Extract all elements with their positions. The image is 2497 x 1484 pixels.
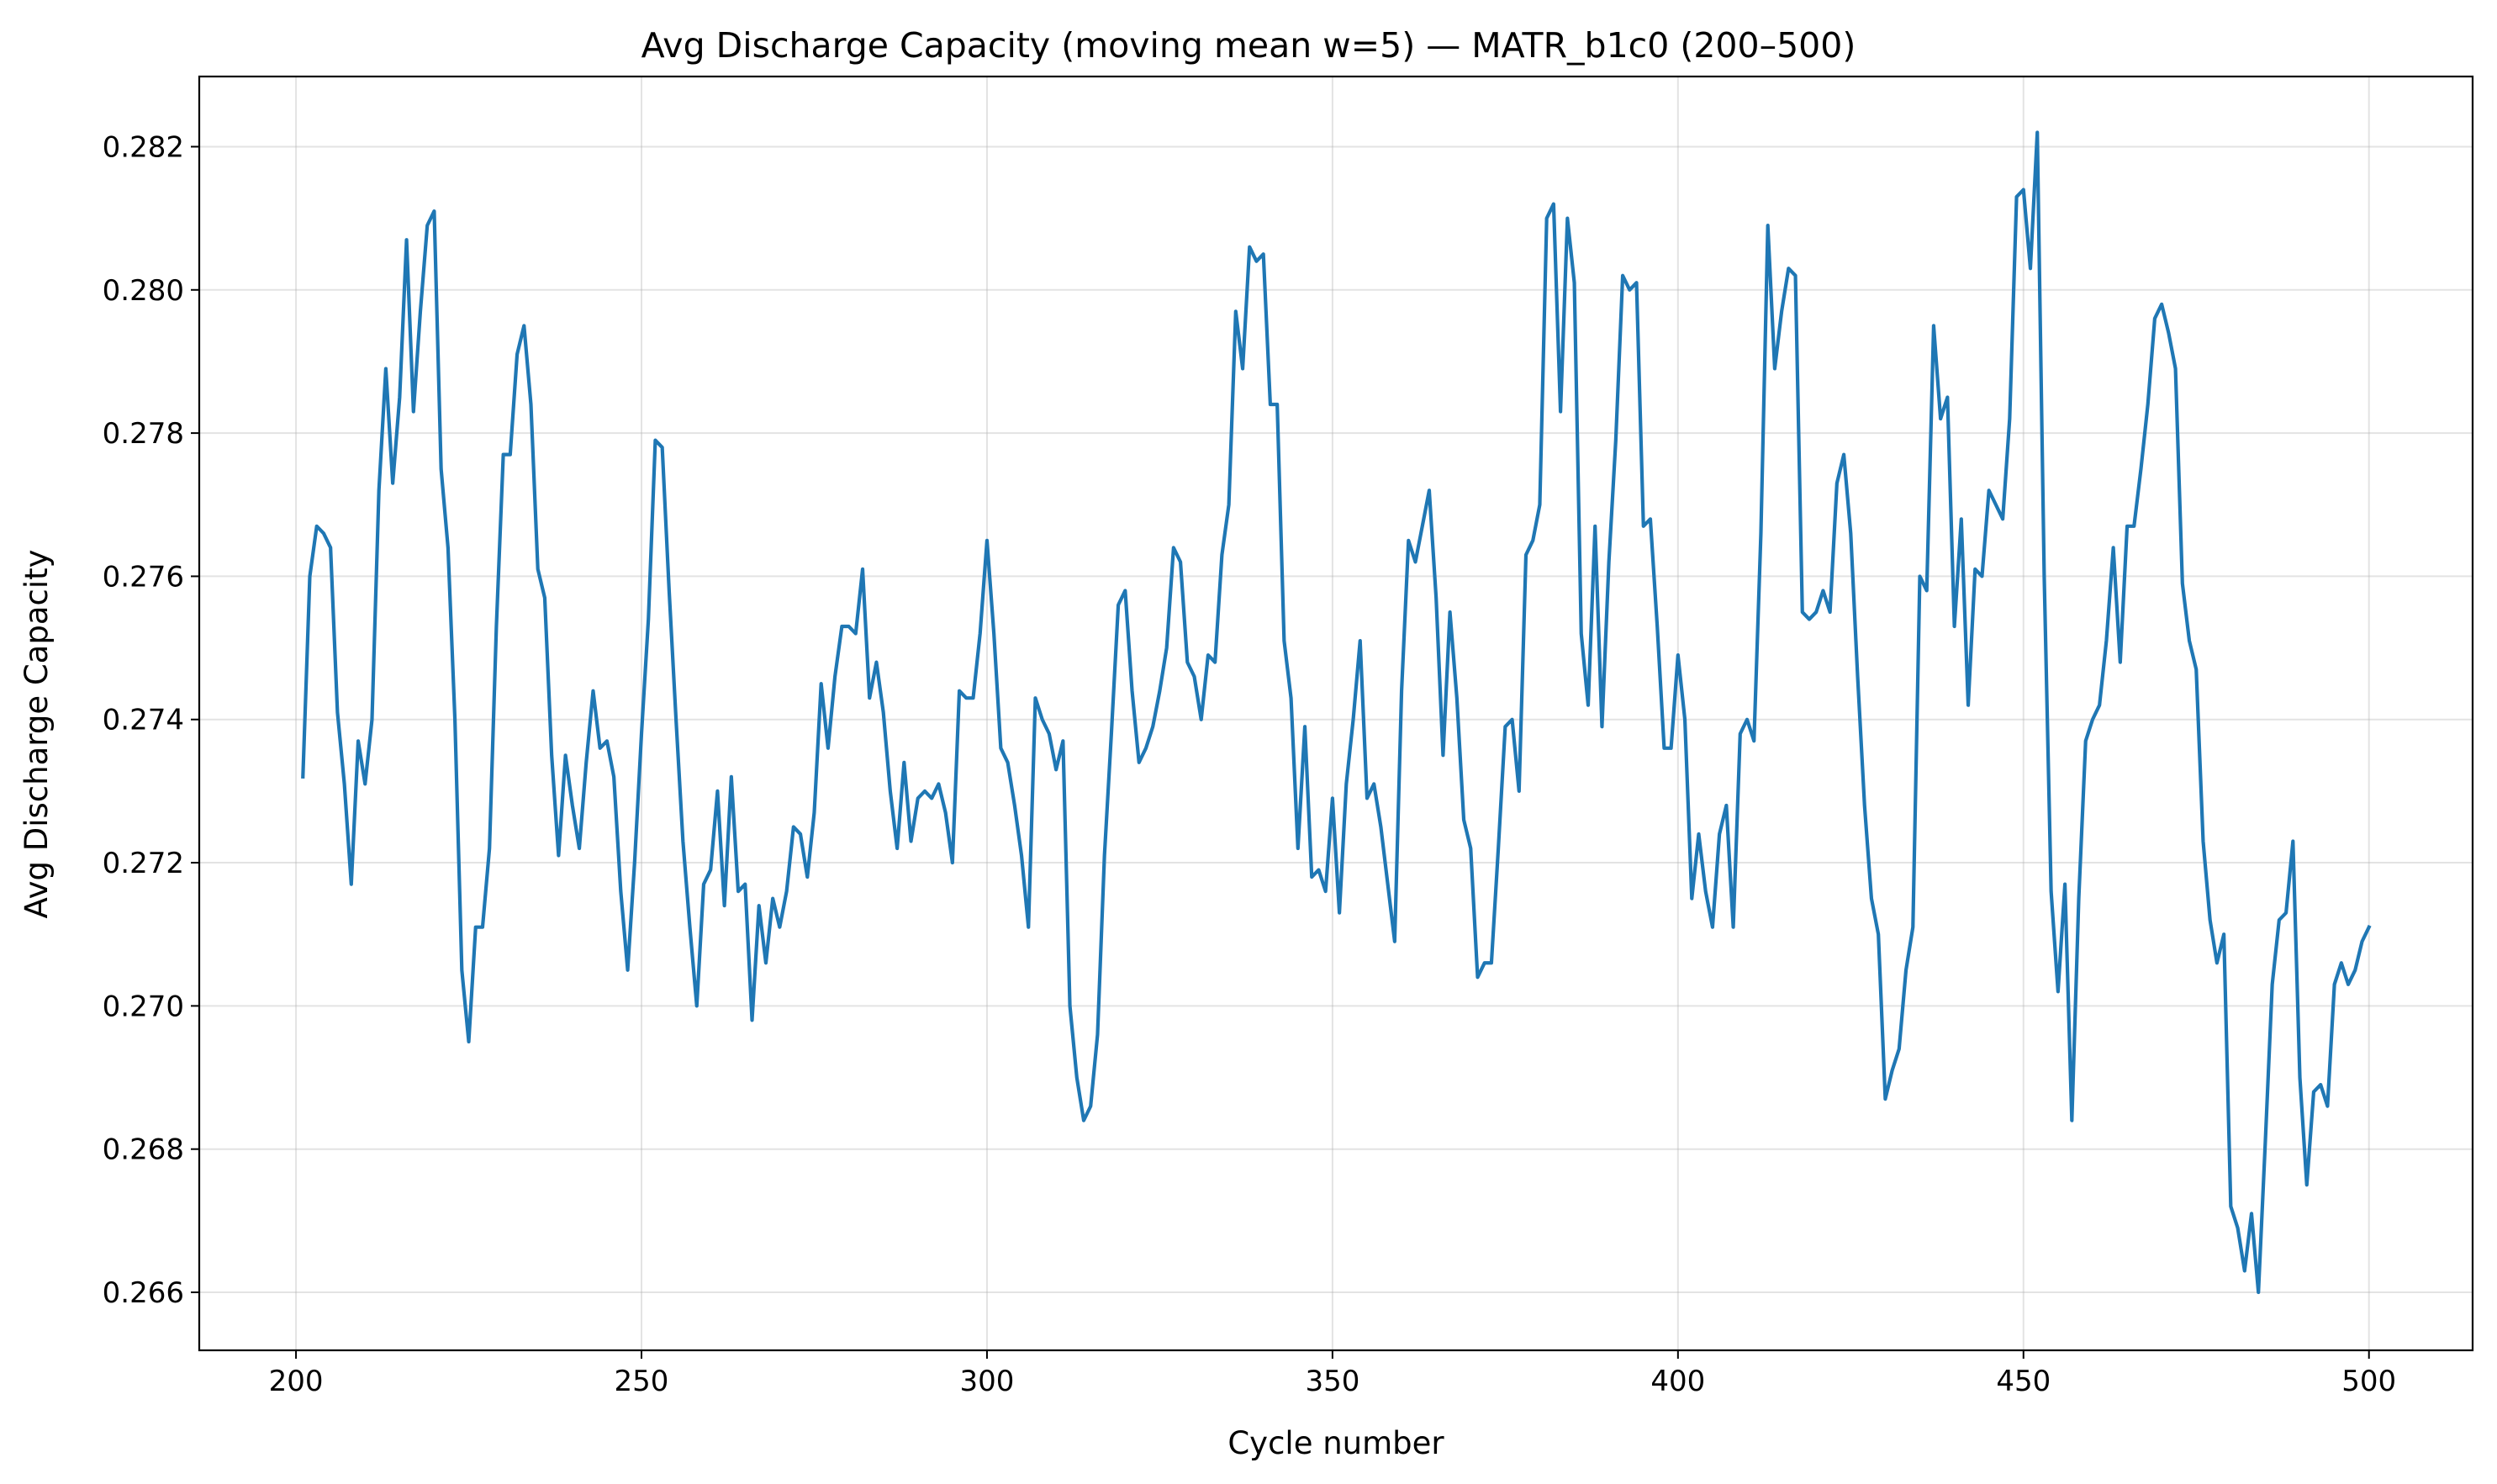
y-axis-ticks: 0.266 0.268 0.270 0.272 0.274 0.276 0.278 0.280…	[103, 130, 199, 1310]
y-tick-label: 0.272	[103, 847, 184, 880]
x-tick-label: 350	[1305, 1365, 1359, 1398]
x-tick-label: 400	[1650, 1365, 1705, 1398]
y-tick-label: 0.274	[103, 704, 184, 737]
x-tick-label: 300	[959, 1365, 1014, 1398]
y-tick-label: 0.278	[103, 417, 184, 451]
plot-frame	[198, 75, 2474, 1352]
y-tick-label: 0.270	[103, 990, 184, 1023]
x-tick-label: 450	[1996, 1365, 2051, 1398]
y-tick-label: 0.266	[103, 1276, 184, 1310]
x-tick-label: 250	[615, 1365, 669, 1398]
x-axis-label: Cycle number	[1227, 1425, 1444, 1461]
y-tick-label: 0.276	[103, 560, 184, 594]
y-tick-label: 0.280	[103, 274, 184, 308]
x-axis-ticks: 200 250 300 350 400 450 500	[269, 1350, 2396, 1398]
x-tick-label: 200	[269, 1365, 324, 1398]
chart-title: Avg Discharge Capacity (moving mean w=5)…	[641, 25, 1856, 66]
x-tick-label: 500	[2341, 1365, 2396, 1398]
series-line-0	[301, 130, 2372, 1295]
series-layer	[301, 130, 2372, 1295]
y-axis-label: Avg Discharge Capacity	[18, 549, 55, 918]
y-tick-label: 0.282	[103, 130, 184, 164]
y-tick-label: 0.268	[103, 1133, 184, 1167]
grid-lines	[199, 77, 2473, 1350]
